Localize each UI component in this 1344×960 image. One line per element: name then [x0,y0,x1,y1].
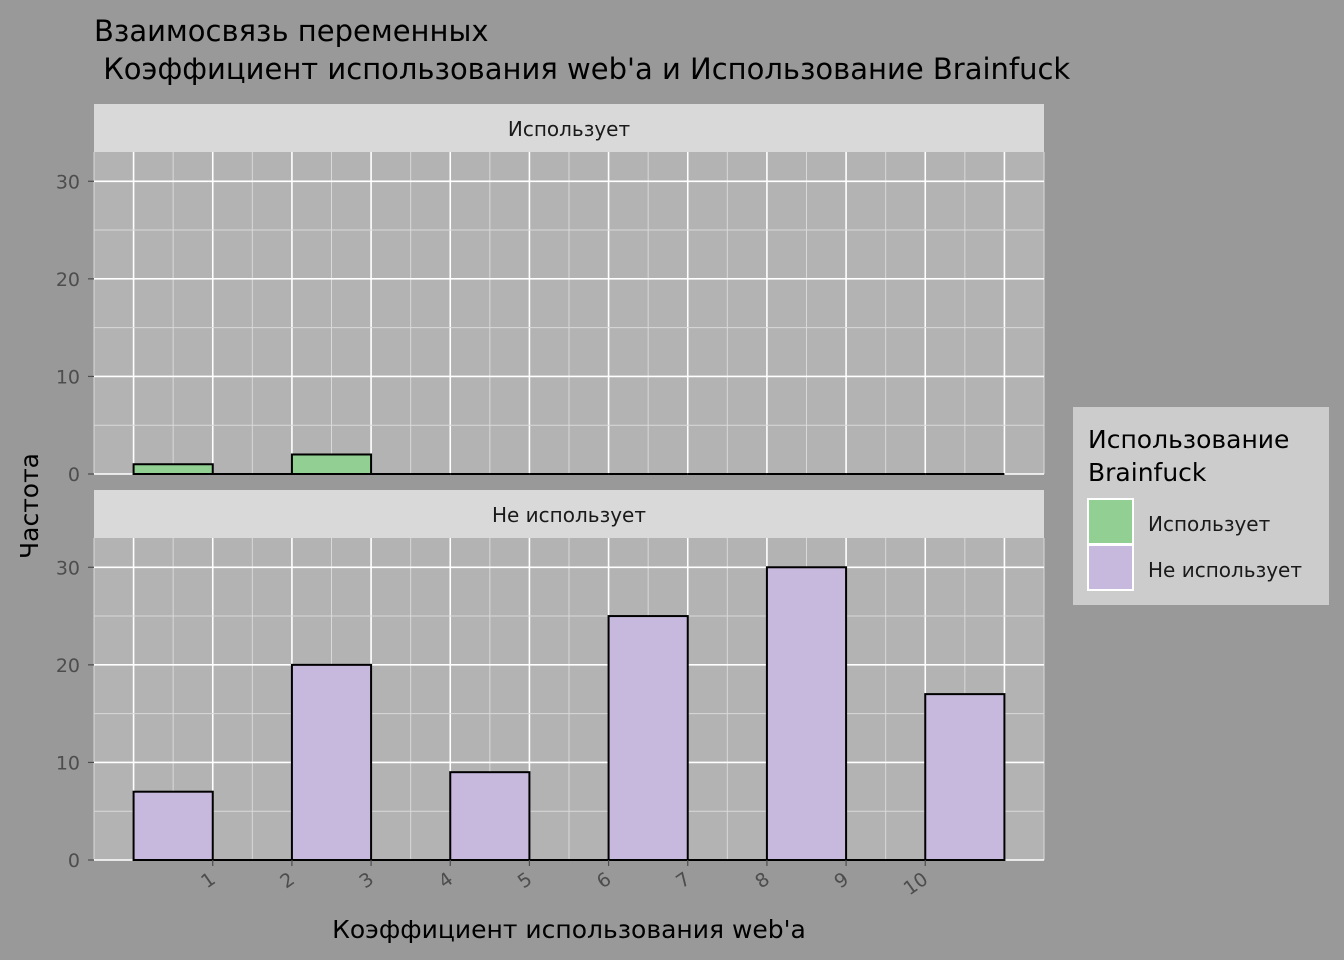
bar-bottom [607,615,689,861]
y-tick-label: 20 [56,269,80,291]
y-tick-label: 0 [68,464,80,486]
legend-title-line1: Использование [1088,425,1289,454]
facet-strip-bottom [94,490,1044,538]
y-axis-title: Частота [15,453,44,559]
bar-top [290,453,373,476]
bar-bottom [924,693,1006,861]
bar-top [132,463,214,476]
bar-bottom [132,790,214,861]
y-tick-label: 0 [68,850,80,872]
bars-bottom [132,566,1006,862]
facet-strip-top [94,104,1044,152]
x-axis-title: Коэффициент использования web'a [332,915,806,944]
facet-label-bottom: Не использует [492,503,646,527]
y-tick-label: 20 [56,655,80,677]
bar-bottom [290,663,373,862]
legend-key-uses [1087,498,1134,545]
facet-bottom: Не использует 0 10 20 30 [56,490,1045,872]
bar-bottom [449,771,531,862]
facet-label-top: Использует [508,117,631,141]
bar-bottom [765,566,848,861]
legend-key-not-uses [1087,544,1134,591]
y-tick-label: 10 [56,366,80,388]
legend: Использование Brainfuck Использует Не ис… [1073,407,1329,605]
y-tick-label: 30 [56,171,80,193]
y-tick-label: 10 [56,752,80,774]
bars-top [132,453,1005,476]
facet-top: Использует 0 10 20 30 [56,104,1045,486]
legend-label-uses: Использует [1148,512,1271,536]
chart-title-line1: Взаимосвязь переменных [94,14,489,48]
legend-label-not-uses: Не использует [1148,558,1302,582]
legend-title-line2: Brainfuck [1088,458,1207,487]
chart-title-line2: Коэффициент использования web'a и Исполь… [94,52,1070,86]
y-ticks-bottom: 0 10 20 30 [56,557,94,872]
y-ticks-top: 0 10 20 30 [56,171,94,486]
y-tick-label: 30 [56,557,80,579]
